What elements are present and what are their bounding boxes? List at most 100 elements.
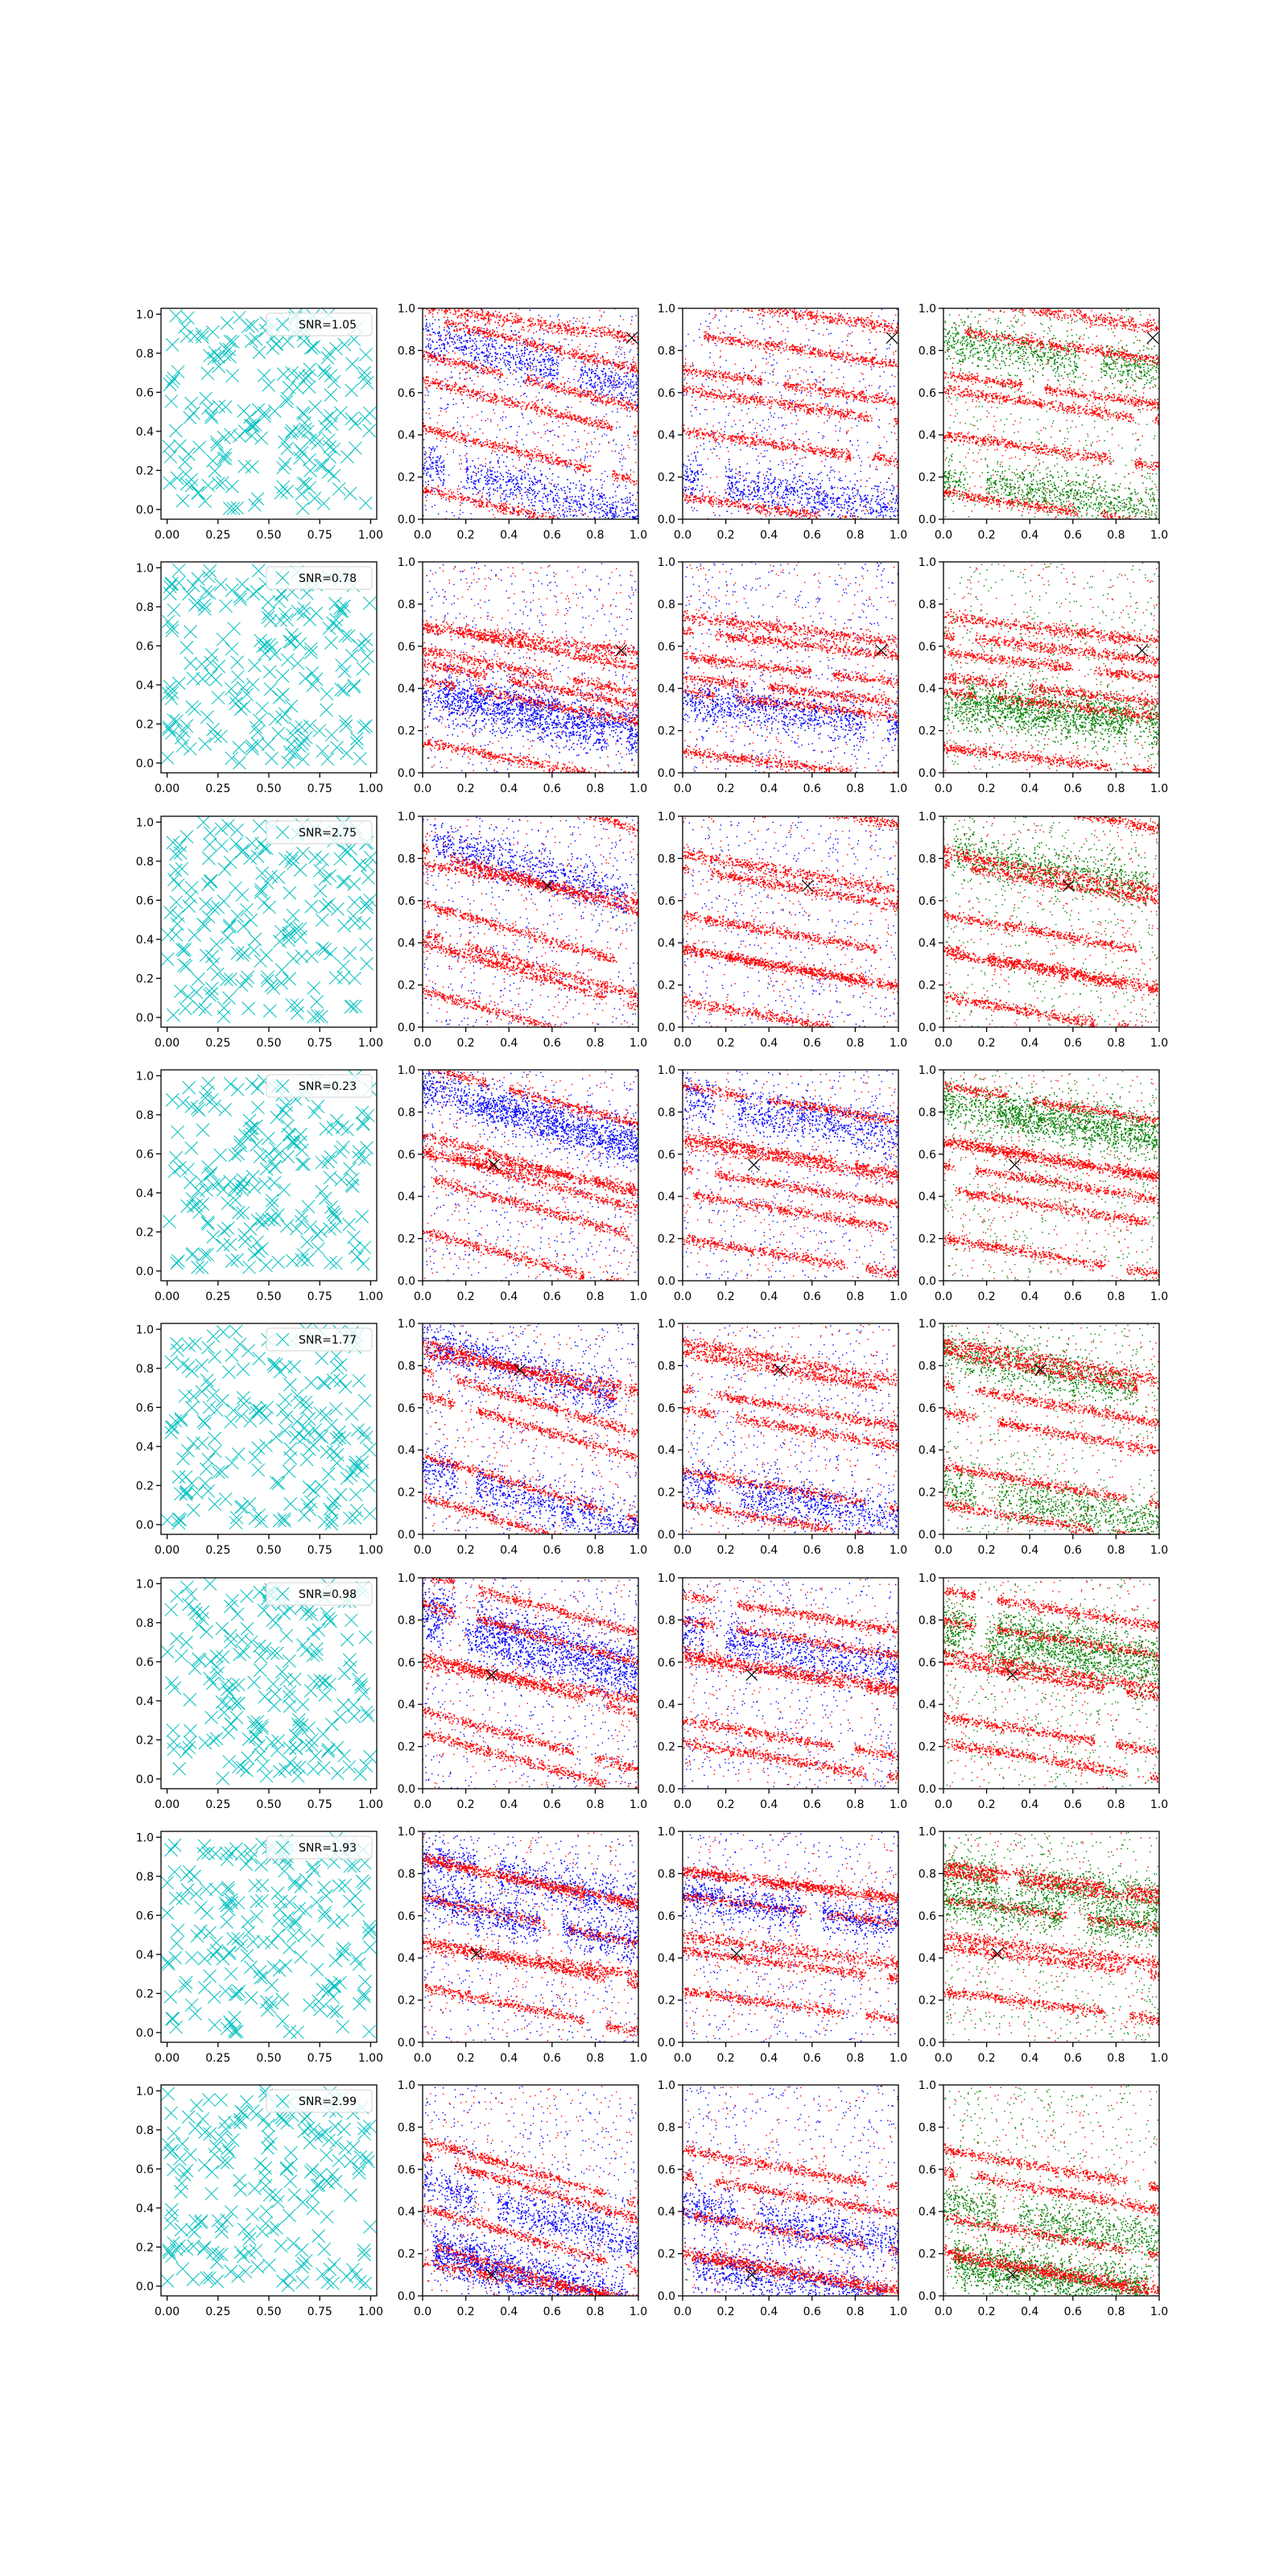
data-point (584, 330, 585, 332)
data-point (530, 370, 531, 371)
data-point (539, 515, 540, 516)
data-point (587, 382, 588, 384)
data-point (461, 499, 463, 501)
data-point (590, 479, 591, 480)
data-point (481, 497, 483, 498)
data-point (506, 511, 508, 513)
data-point (461, 496, 463, 497)
data-point (620, 349, 621, 350)
data-point (449, 377, 450, 378)
data-point (490, 393, 492, 394)
data-point (632, 480, 634, 481)
data-point (572, 355, 574, 357)
data-point (487, 474, 489, 476)
cyan-x-marker (266, 341, 279, 354)
data-point (447, 334, 448, 335)
data-point (442, 385, 443, 386)
data-point (502, 333, 504, 335)
data-point (518, 486, 519, 488)
data-point (449, 345, 451, 347)
data-point (508, 470, 510, 472)
data-point (834, 471, 835, 472)
data-point (520, 395, 521, 396)
data-point (522, 326, 523, 328)
data-point (571, 499, 572, 501)
data-point (473, 442, 475, 444)
data-point (541, 381, 543, 382)
data-point (441, 498, 443, 500)
data-point (518, 353, 519, 355)
data-point (459, 328, 460, 330)
cyan-x-marker (208, 352, 221, 365)
data-point (578, 395, 580, 397)
data-point (528, 379, 530, 381)
data-point (492, 374, 493, 375)
data-point (468, 365, 469, 366)
data-point (533, 360, 535, 361)
data-point (584, 366, 586, 368)
data-point (501, 501, 502, 502)
data-point (497, 448, 498, 450)
data-point (576, 336, 578, 337)
data-point (502, 374, 503, 376)
data-point (484, 316, 485, 318)
data-point (455, 499, 456, 501)
data-point (493, 467, 494, 469)
data-point (559, 353, 561, 355)
data-point (580, 487, 582, 489)
data-point (539, 344, 541, 345)
data-point (472, 349, 473, 350)
data-point (591, 373, 592, 374)
data-point (499, 347, 501, 349)
data-point (609, 512, 611, 514)
data-point (630, 474, 631, 476)
data-point (542, 488, 543, 489)
cyan-x-marker (170, 309, 183, 322)
data-point (564, 516, 565, 518)
data-point (552, 378, 554, 380)
data-point (478, 503, 480, 505)
data-point (793, 447, 794, 448)
data-point (500, 372, 502, 374)
data-point (503, 329, 504, 330)
data-point (531, 320, 533, 322)
data-point (525, 515, 526, 517)
data-point (491, 483, 493, 485)
data-point (574, 390, 576, 391)
data-point (446, 497, 448, 499)
cyan-x-marker (303, 381, 316, 394)
cyan-x-marker (187, 407, 200, 419)
data-point (605, 504, 606, 506)
data-point (443, 473, 444, 475)
data-point (497, 334, 499, 336)
data-point (458, 485, 459, 486)
data-point (440, 381, 442, 382)
data-point (556, 360, 557, 361)
data-point (530, 357, 531, 359)
data-point (612, 513, 613, 514)
data-point (580, 419, 582, 420)
data-point (456, 322, 457, 324)
data-point (555, 460, 557, 461)
data-point (543, 513, 544, 514)
data-point (425, 492, 427, 493)
data-point (528, 499, 530, 501)
data-point (591, 510, 592, 511)
data-point (586, 357, 588, 359)
data-point (498, 400, 500, 402)
data-point (635, 436, 637, 437)
data-point (571, 419, 572, 421)
data-point (506, 466, 507, 468)
data-point (555, 364, 557, 365)
data-point (436, 473, 438, 475)
data-point (487, 469, 489, 470)
cyan-x-marker (363, 424, 376, 437)
data-point (428, 340, 429, 341)
data-point (517, 357, 518, 358)
data-point (503, 461, 505, 463)
x-tick-label: 0.2 (716, 529, 734, 542)
data-point (577, 469, 579, 471)
data-point (464, 345, 466, 347)
data-point (594, 331, 596, 332)
data-point (455, 326, 456, 328)
